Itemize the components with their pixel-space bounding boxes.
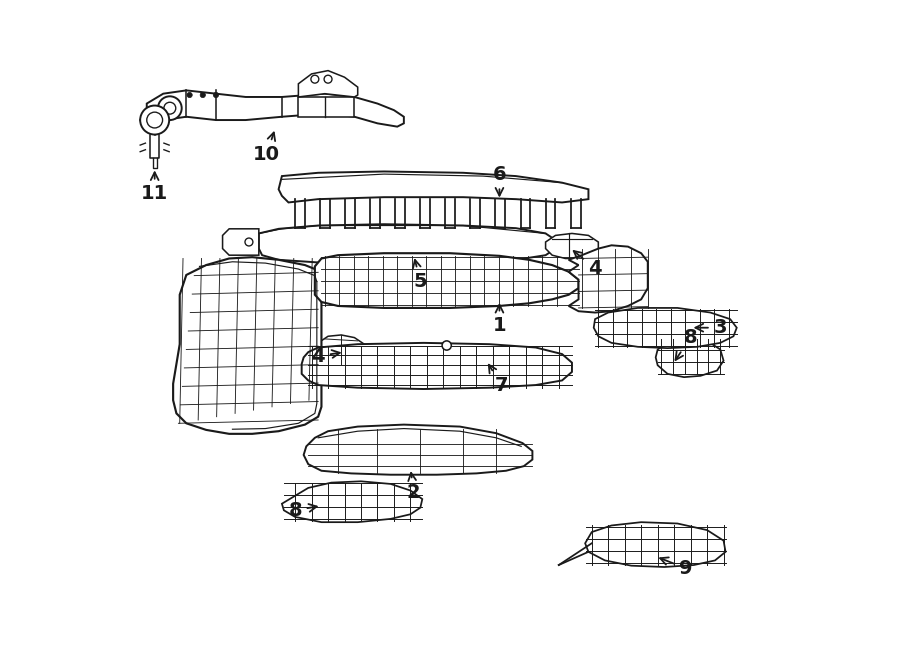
Text: 1: 1	[492, 305, 507, 335]
Text: 11: 11	[141, 172, 168, 203]
Circle shape	[310, 75, 319, 83]
Circle shape	[200, 93, 205, 97]
Circle shape	[245, 238, 253, 246]
Circle shape	[187, 93, 193, 97]
Text: 4: 4	[311, 346, 340, 365]
Circle shape	[147, 112, 163, 128]
Text: 4: 4	[573, 251, 602, 278]
Text: 7: 7	[489, 365, 508, 395]
Polygon shape	[594, 308, 737, 348]
Polygon shape	[656, 338, 724, 377]
Polygon shape	[302, 343, 572, 389]
Polygon shape	[315, 335, 367, 364]
Polygon shape	[299, 71, 357, 97]
Circle shape	[213, 93, 219, 97]
Polygon shape	[222, 229, 259, 255]
Polygon shape	[303, 424, 533, 475]
Polygon shape	[259, 224, 555, 263]
Text: 2: 2	[407, 473, 420, 502]
Circle shape	[140, 105, 169, 134]
Polygon shape	[569, 246, 648, 312]
Text: 10: 10	[253, 132, 280, 164]
Circle shape	[158, 96, 182, 120]
Polygon shape	[147, 91, 404, 126]
Polygon shape	[279, 171, 589, 203]
Polygon shape	[545, 234, 598, 258]
Polygon shape	[282, 481, 422, 522]
Text: 8: 8	[676, 328, 698, 360]
Circle shape	[324, 75, 332, 83]
Text: 3: 3	[696, 318, 727, 337]
Text: 9: 9	[660, 557, 693, 578]
Text: 6: 6	[492, 165, 507, 196]
Text: 8: 8	[288, 501, 317, 520]
Polygon shape	[299, 97, 355, 117]
Polygon shape	[173, 257, 321, 434]
Text: 5: 5	[413, 260, 428, 291]
Circle shape	[442, 341, 451, 350]
Polygon shape	[585, 522, 725, 567]
Circle shape	[164, 102, 176, 114]
Polygon shape	[315, 253, 579, 308]
